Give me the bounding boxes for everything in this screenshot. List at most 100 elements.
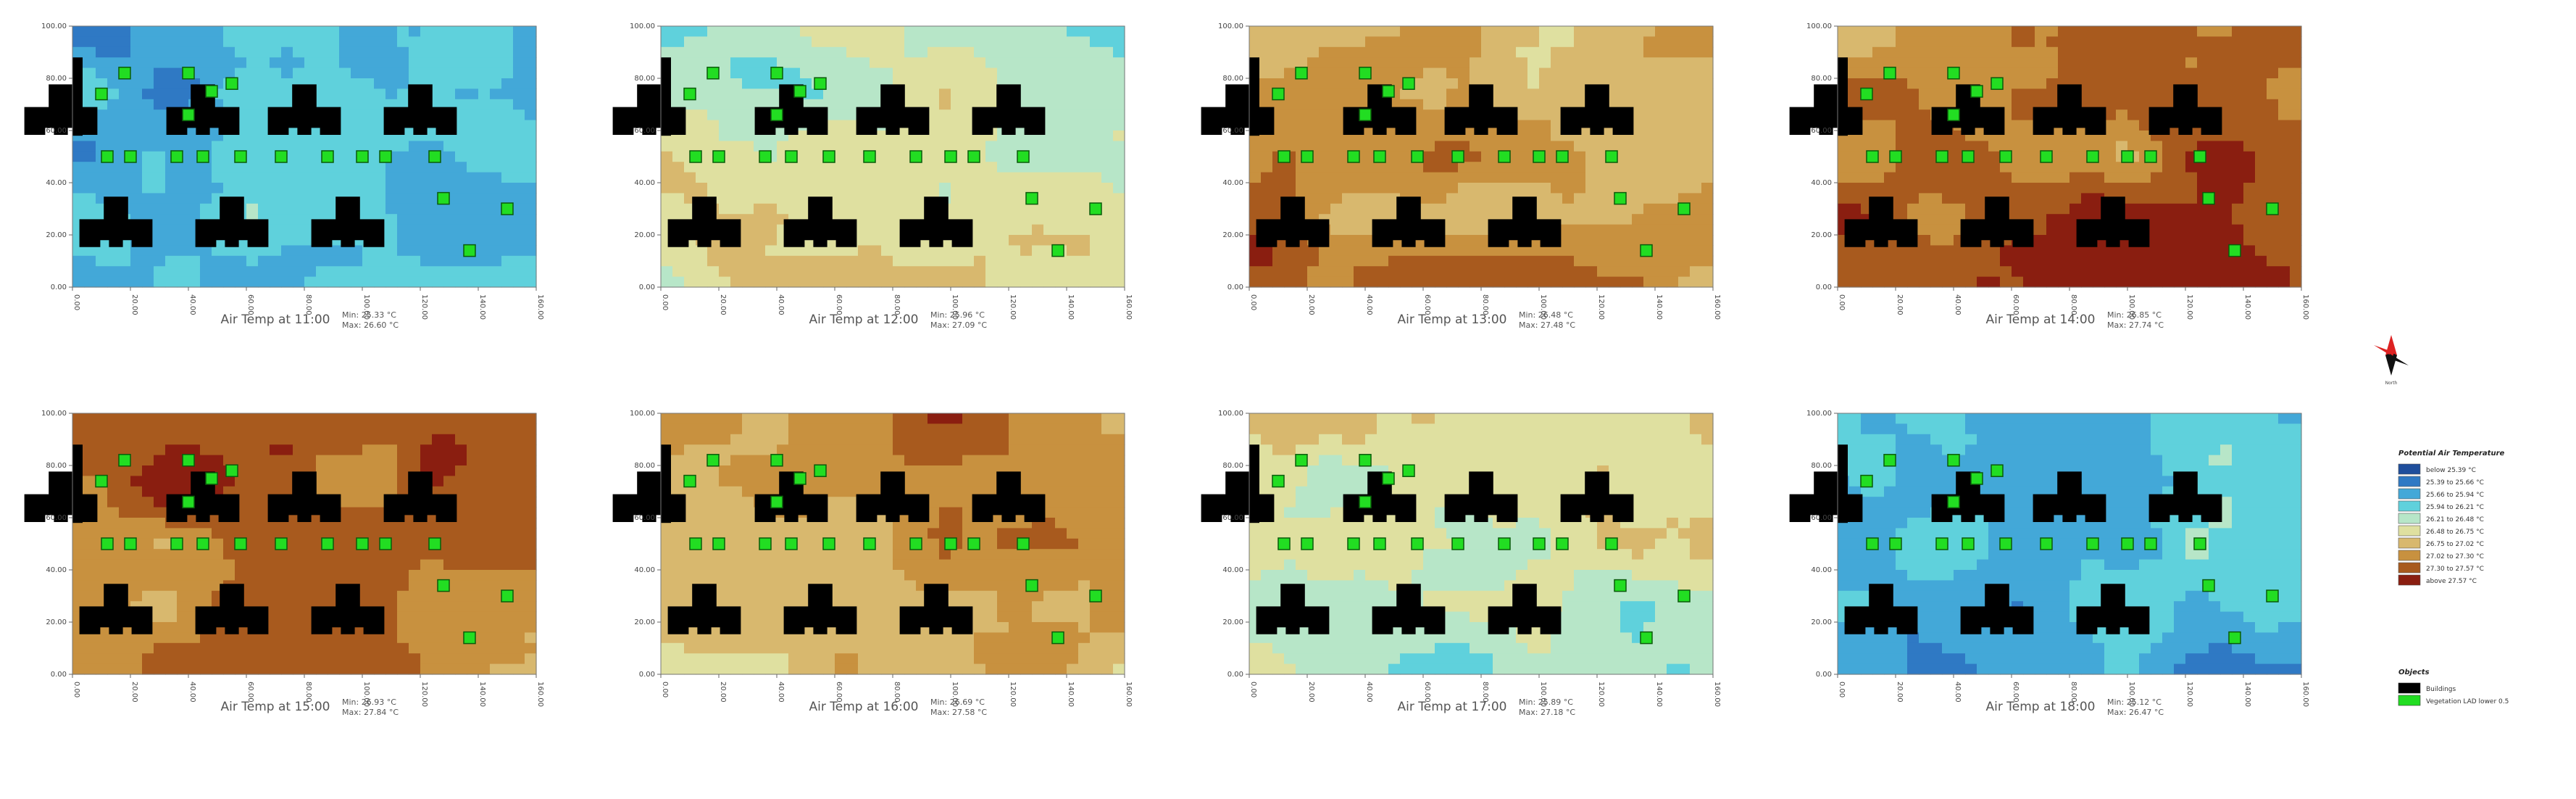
heatmap-cell (385, 224, 398, 236)
heatmap-cell (397, 162, 409, 173)
heatmap-cell (2220, 183, 2233, 194)
heatmap-cell (142, 57, 154, 69)
heatmap-cell (1342, 235, 1354, 246)
heatmap-cell (2116, 46, 2128, 58)
heatmap-cell (765, 255, 778, 267)
heatmap-cell (1516, 36, 1528, 48)
heatmap-cell (374, 276, 386, 288)
heatmap-cell (951, 245, 963, 257)
heatmap-cell (490, 36, 502, 48)
heatmap-cell (1493, 78, 1505, 89)
vegetation-cell (2228, 244, 2241, 257)
heatmap-cell (107, 120, 120, 131)
heatmap-cell (951, 109, 963, 121)
vegetation-cell (95, 87, 108, 101)
heatmap-cell (177, 580, 189, 592)
heatmap-cell (1896, 245, 1908, 257)
heatmap-cell (2023, 266, 2035, 278)
heatmap-cell (385, 423, 398, 435)
heatmap-cells (1249, 26, 1714, 288)
heatmap-cell (1988, 46, 2001, 58)
heatmap-cell (1101, 172, 1114, 183)
heatmap-cell (374, 528, 386, 539)
heatmap-cell (154, 653, 166, 665)
heatmap-cell (916, 276, 928, 288)
heatmap-cell (212, 549, 224, 560)
heatmap-cell (1643, 255, 1656, 267)
heatmap-cell (1435, 276, 1447, 288)
heatmap-cell (1319, 131, 1331, 141)
vegetation-cell (1999, 150, 2012, 163)
heatmap-cell (1319, 276, 1331, 288)
heatmap-cell (1527, 78, 1540, 89)
heatmap-cell (374, 518, 386, 529)
heatmap-cell (2255, 120, 2267, 131)
heatmap-cell (374, 642, 386, 654)
heatmap-cell (672, 78, 685, 89)
heatmap-cell (501, 266, 514, 278)
vegetation-cell (770, 108, 783, 122)
heatmap-cell (985, 245, 998, 257)
heatmap-cell (2081, 78, 2093, 89)
heatmap-cell (304, 172, 317, 183)
heatmap-cell (2290, 235, 2302, 246)
heatmap-cell (432, 172, 444, 183)
heatmap-cell (2151, 183, 2163, 194)
heatmap-cell (1872, 183, 1885, 194)
heatmap-cell (351, 67, 363, 79)
heatmap-cell (1249, 255, 1262, 267)
heatmap-cell (2162, 266, 2175, 278)
heatmap-cell (246, 245, 259, 257)
heatmap-cell (742, 214, 754, 225)
heatmap-cell (293, 203, 305, 215)
heatmap-cell (385, 36, 398, 48)
heatmap-cell (177, 255, 189, 267)
heatmap-cell (1838, 266, 1850, 278)
heatmap-cell (1527, 26, 1540, 37)
heatmap-cell (1527, 120, 1540, 131)
heatmap-cell (719, 193, 731, 204)
heatmap-cell (1296, 266, 1308, 278)
heatmap-cell (142, 423, 154, 435)
heatmap-cell (2035, 46, 2047, 58)
heatmap-cell (130, 497, 143, 508)
heatmap-cell (1113, 88, 1125, 100)
heatmap-cell (696, 172, 708, 183)
heatmap-cell (1055, 99, 1067, 110)
heatmap-cell (490, 46, 502, 58)
heatmap-cell (974, 172, 986, 183)
heatmap-cell (1919, 214, 1931, 225)
heatmap-cell (1067, 214, 1079, 225)
heatmap-cell (328, 172, 340, 183)
heatmap-cell (72, 632, 85, 644)
heatmap-cell (1574, 183, 1586, 194)
heatmap-cell (2081, 183, 2093, 194)
heatmap-cell (2081, 276, 2093, 288)
heatmap-cell (1354, 78, 1366, 89)
heatmap-cell (1354, 214, 1366, 225)
heatmap-cell (281, 455, 293, 466)
y-tick-label: 80.00 (46, 75, 67, 83)
heatmap-cell (1261, 193, 1273, 204)
heatmap-cell (200, 528, 212, 539)
heatmap-cell (130, 266, 143, 278)
heatmap-cell (1020, 224, 1033, 236)
heatmap-cell (1055, 141, 1067, 152)
heatmap-cell (1539, 183, 1551, 194)
building (667, 196, 741, 247)
heatmap-cell (432, 266, 444, 278)
heatmap-cell (1585, 141, 1598, 152)
heatmap-cell (2243, 57, 2256, 69)
heatmap-cell (409, 224, 421, 236)
heatmap-cell (188, 57, 201, 69)
heatmap-cell (1838, 245, 1850, 257)
heatmap-cell (258, 642, 270, 654)
heatmap-cell (362, 465, 375, 476)
heatmap-cell (2093, 172, 2105, 183)
heatmap-cell (223, 642, 235, 654)
heatmap-cell (1701, 131, 1714, 141)
heatmap-cell (1261, 245, 1273, 257)
heatmap-cell (72, 203, 85, 215)
heatmap-cell (84, 36, 96, 48)
x-tick-label: 140.00 (2243, 294, 2251, 320)
